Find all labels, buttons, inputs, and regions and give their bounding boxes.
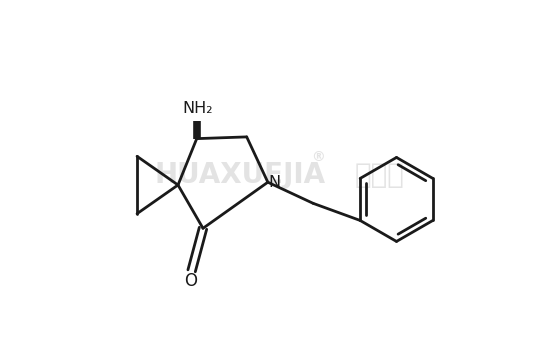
Text: ®: ® <box>311 150 325 164</box>
Text: N: N <box>269 175 281 190</box>
Text: HUAXUEJIA: HUAXUEJIA <box>155 161 326 189</box>
Text: 化学加: 化学加 <box>355 161 405 189</box>
Text: NH₂: NH₂ <box>182 101 213 116</box>
Text: O: O <box>184 272 197 290</box>
